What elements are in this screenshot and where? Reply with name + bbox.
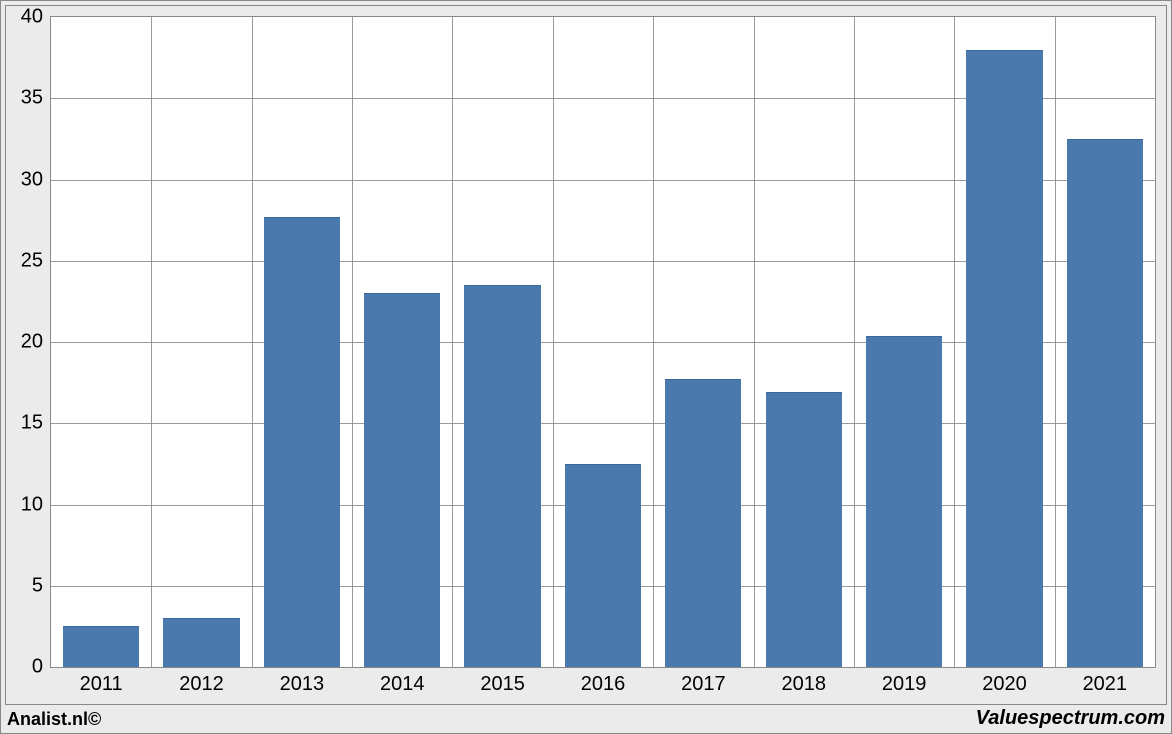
y-tick-label: 35 [21,87,43,110]
bar [565,464,641,667]
y-tick-label: 20 [21,331,43,354]
gridline-vertical [452,17,453,667]
bar [665,379,741,667]
bar [1067,139,1143,667]
x-tick-label: 2020 [982,673,1027,696]
gridline-vertical [854,17,855,667]
gridline-vertical [653,17,654,667]
x-tick-label: 2017 [681,673,726,696]
bar [364,293,440,667]
x-tick-label: 2015 [480,673,525,696]
footer-right-credit: Valuespectrum.com [976,707,1165,730]
x-tick-label: 2016 [581,673,626,696]
x-tick-label: 2011 [80,673,123,696]
x-tick-label: 2018 [781,673,826,696]
gridline-vertical [1055,17,1056,667]
x-tick-label: 2012 [179,673,224,696]
footer-left-credit: Analist.nl© [7,709,101,730]
gridline-vertical [151,17,152,667]
x-tick-label: 2019 [882,673,927,696]
gridline-vertical [252,17,253,667]
bar [63,626,139,667]
bar [966,50,1042,668]
bar [464,285,540,667]
chart-inner-frame: 0 5 10 15 20 25 30 35 40 2011 2012 2013 2014 2015 2016… [5,5,1167,705]
gridline-vertical [352,17,353,667]
plot-area: 0510152025303540201120122013201420152016… [50,16,1156,668]
y-tick-label: 40 [21,6,43,29]
gridline-vertical [954,17,955,667]
bar [264,217,340,667]
bar [163,618,239,667]
gridline-vertical [553,17,554,667]
y-tick-label: 30 [21,168,43,191]
y-tick-label: 15 [21,412,43,435]
y-tick-label: 0 [32,656,43,679]
x-tick-label: 2021 [1083,673,1128,696]
y-tick-label: 10 [21,493,43,516]
x-tick-label: 2014 [380,673,425,696]
bar [866,336,942,668]
y-tick-label: 25 [21,249,43,272]
gridline-vertical [754,17,755,667]
chart-outer-frame: 0 5 10 15 20 25 30 35 40 2011 2012 2013 2014 2015 2016… [0,0,1172,734]
bar [766,392,842,667]
x-tick-label: 2013 [280,673,325,696]
y-tick-label: 5 [32,574,43,597]
